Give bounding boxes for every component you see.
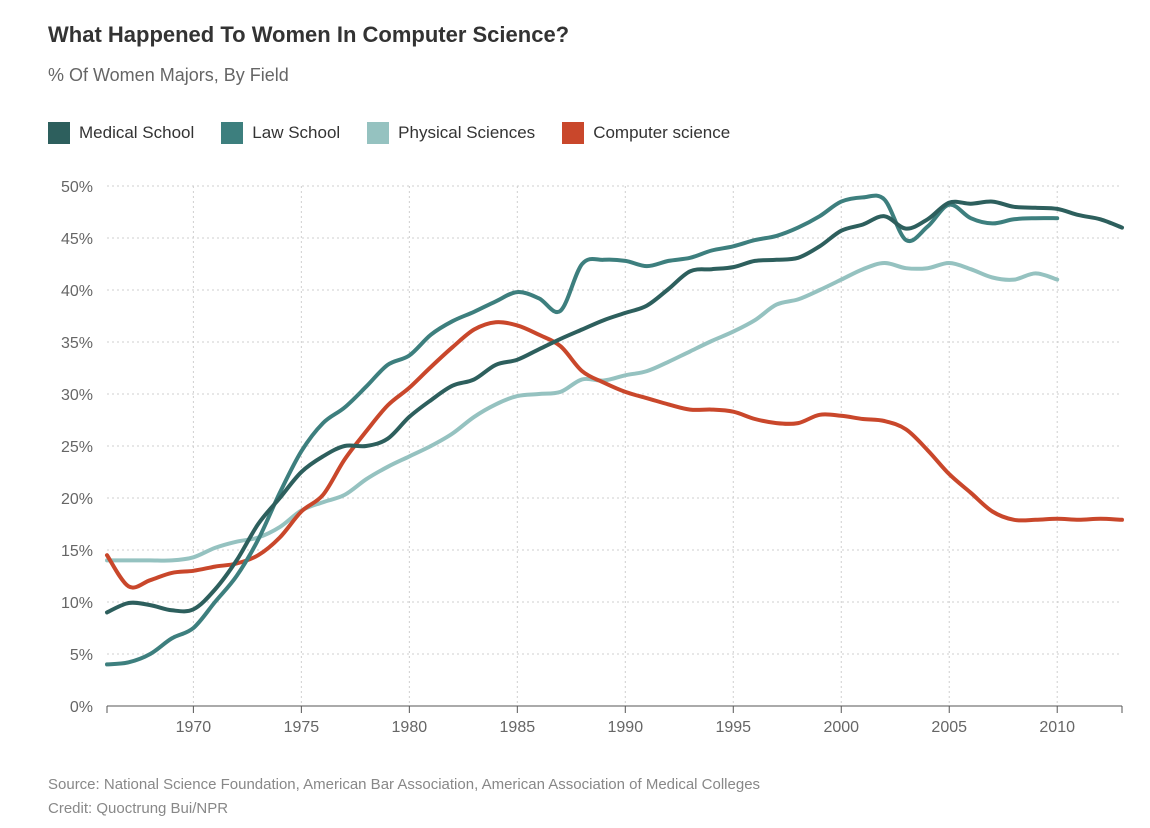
x-tick-label-1985: 1985: [500, 719, 536, 736]
legend-item-physical-sciences: Physical Sciences: [367, 122, 535, 144]
y-tick-label-15: 15%: [61, 543, 93, 560]
y-tick-label-30: 30%: [61, 387, 93, 404]
legend-swatch-medical-school: [48, 122, 70, 144]
legend-item-computer-science: Computer science: [562, 122, 730, 144]
legend-label-medical-school: Medical School: [79, 123, 195, 142]
x-tick-label-1990: 1990: [608, 719, 644, 736]
y-tick-label-50: 50%: [61, 179, 93, 196]
y-tick-label-20: 20%: [61, 491, 93, 508]
x-tick-label-2005: 2005: [931, 719, 967, 736]
legend-label-physical-sciences: Physical Sciences: [398, 123, 536, 142]
series-line-medical-school: [105, 199, 1124, 615]
legend-item-law-school: Law School: [221, 122, 340, 144]
credit-note: Credit: Quoctrung Bui/NPR: [48, 800, 229, 817]
x-tick-label-2000: 2000: [823, 719, 859, 736]
source-note: Source: National Science Foundation, Ame…: [48, 776, 761, 793]
legend: Medical School Law School Physical Scien…: [48, 122, 757, 144]
legend-swatch-physical-sciences: [367, 122, 390, 144]
legend-label-law-school: Law School: [252, 123, 341, 142]
legend-item-medical-school: Medical School: [48, 122, 194, 144]
x-tick-label-1970: 1970: [176, 719, 212, 736]
x-tick-label-2010: 2010: [1039, 719, 1075, 736]
legend-label-computer-science: Computer science: [593, 123, 731, 142]
series-line-physical-sciences: [105, 261, 1060, 563]
series-line-law-school: [105, 193, 1060, 667]
y-tick-label-0: 0%: [70, 699, 93, 716]
y-tick-label-40: 40%: [61, 283, 93, 300]
legend-swatch-law-school: [221, 122, 244, 144]
y-tick-label-10: 10%: [61, 595, 93, 612]
series-line-computer-science: [105, 320, 1124, 590]
x-tick-label-1980: 1980: [392, 719, 428, 736]
legend-swatch-computer-science: [562, 122, 585, 144]
y-tick-label-25: 25%: [61, 439, 93, 456]
y-tick-label-5: 5%: [70, 647, 93, 664]
y-tick-label-35: 35%: [61, 335, 93, 352]
y-tick-label-45: 45%: [61, 231, 93, 248]
x-tick-label-1995: 1995: [715, 719, 751, 736]
x-tick-label-1975: 1975: [284, 719, 320, 736]
chart-subtitle: % Of Women Majors, By Field: [48, 65, 289, 85]
chart-title: What Happened To Women In Computer Scien…: [48, 22, 570, 47]
